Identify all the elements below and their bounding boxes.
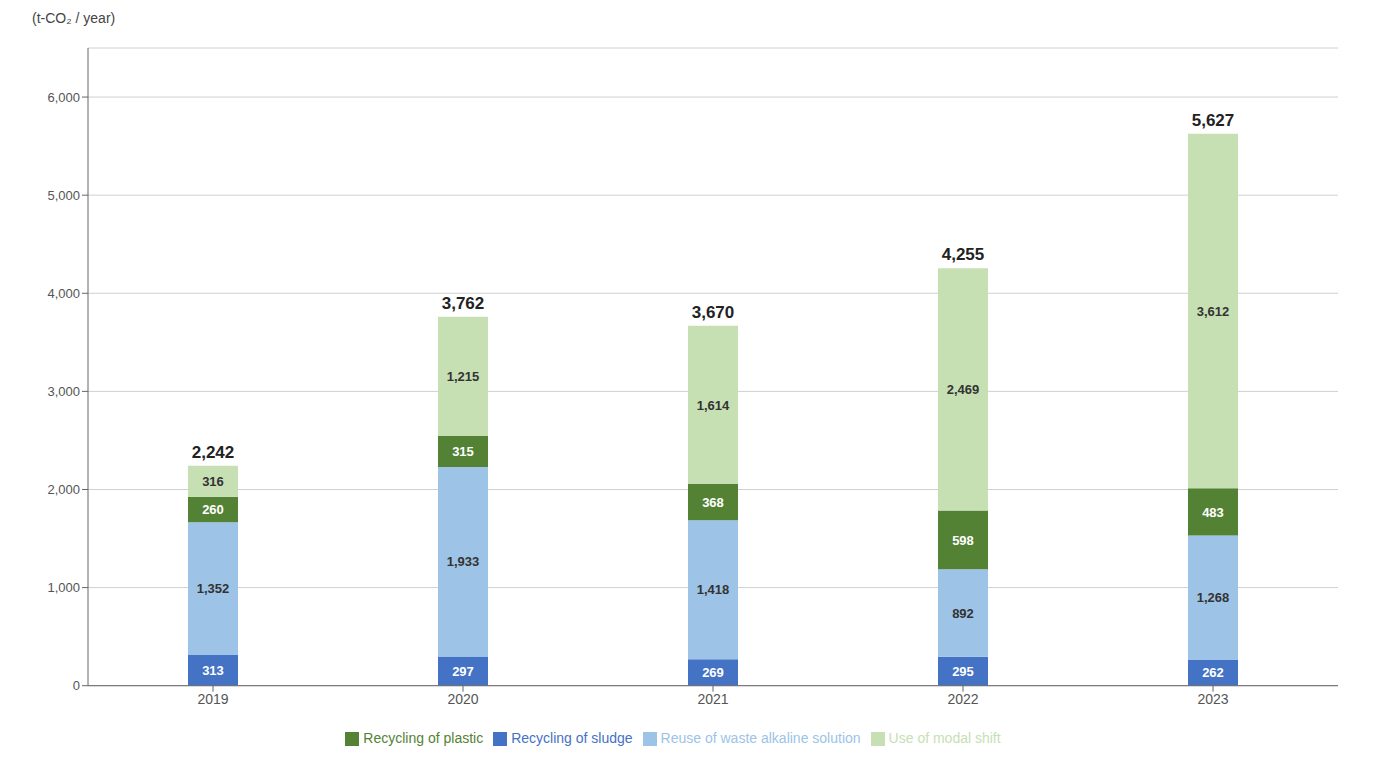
svg-text:2019: 2019 — [197, 691, 228, 707]
svg-text:1,352: 1,352 — [197, 581, 230, 596]
svg-text:3,000: 3,000 — [47, 384, 80, 399]
svg-text:262: 262 — [1202, 665, 1224, 680]
svg-text:1,215: 1,215 — [447, 369, 480, 384]
svg-text:269: 269 — [702, 665, 724, 680]
svg-text:1,000: 1,000 — [47, 580, 80, 595]
svg-text:3,762: 3,762 — [442, 294, 485, 313]
svg-text:368: 368 — [702, 495, 724, 510]
html-text:(t-CO₂ / year): (t-CO₂ / year) — [32, 10, 116, 26]
svg-text:316: 316 — [202, 474, 224, 489]
html-text:Reuse of waste alkaline soluti: Reuse of waste alkaline solution — [660, 729, 861, 746]
svg-text:4,255: 4,255 — [942, 245, 985, 264]
svg-text:3,670: 3,670 — [692, 303, 735, 322]
svg-text:4,000: 4,000 — [47, 286, 80, 301]
svg-text:5,000: 5,000 — [47, 188, 80, 203]
svg-text:313: 313 — [202, 663, 224, 678]
svg-text:5,627: 5,627 — [1192, 111, 1235, 130]
svg-text:295: 295 — [952, 664, 974, 679]
svg-text:2022: 2022 — [947, 691, 978, 707]
svg-text:1,614: 1,614 — [697, 398, 730, 413]
svg-text:2020: 2020 — [447, 691, 478, 707]
svg-text:1,418: 1,418 — [697, 582, 730, 597]
svg-text:2,242: 2,242 — [192, 443, 235, 462]
svg-text:2023: 2023 — [1197, 691, 1228, 707]
svg-text:0: 0 — [73, 678, 80, 693]
svg-text:483: 483 — [1202, 505, 1224, 520]
svg-text:3,612: 3,612 — [1197, 304, 1230, 319]
svg-text:2,000: 2,000 — [47, 482, 80, 497]
svg-text:6,000: 6,000 — [47, 90, 80, 105]
svg-text:598: 598 — [952, 533, 974, 548]
html-text:Use of modal shift: Use of modal shift — [888, 729, 1001, 746]
svg-text:892: 892 — [952, 606, 974, 621]
html-text:Recycling of sludge: Recycling of sludge — [511, 729, 633, 746]
html-text:Recycling of plastic: Recycling of plastic — [363, 729, 484, 746]
svg-text:260: 260 — [202, 502, 224, 517]
svg-text:1,933: 1,933 — [447, 554, 480, 569]
svg-text:315: 315 — [452, 444, 474, 459]
svg-text:2,469: 2,469 — [947, 382, 980, 397]
svg-text:1,268: 1,268 — [1197, 590, 1230, 605]
svg-text:2021: 2021 — [697, 691, 728, 707]
svg-text:297: 297 — [452, 664, 474, 679]
